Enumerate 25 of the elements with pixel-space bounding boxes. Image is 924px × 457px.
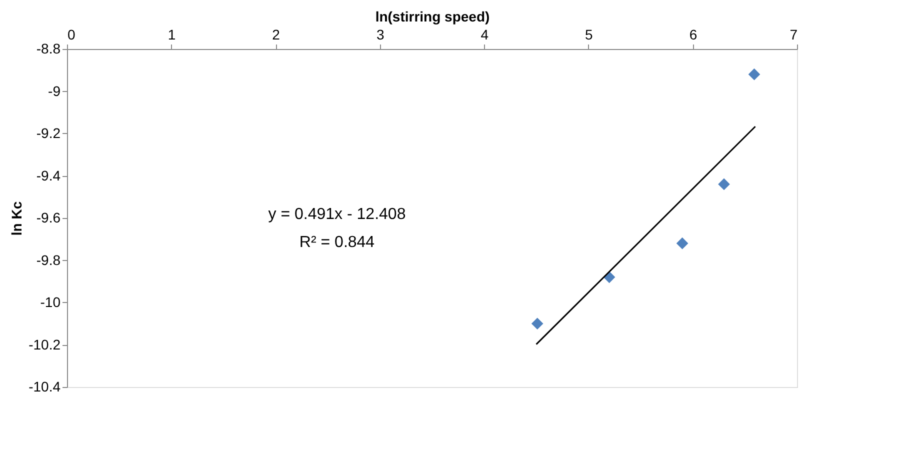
x-tick-label: 4	[480, 26, 489, 42]
y-tick-label: -8.8	[36, 40, 61, 56]
point	[718, 178, 730, 190]
y-tick-label: -9.6	[36, 210, 61, 226]
point	[748, 68, 760, 80]
y-tick-label: -9.2	[36, 125, 61, 141]
y-tick-label: -10	[40, 294, 61, 310]
y-tick-label: -10.4	[28, 378, 61, 394]
x-tick-label: 6	[689, 26, 698, 42]
annotation: y = 0.491x - 12.408	[268, 206, 406, 223]
y-tick-label: -10.2	[28, 336, 61, 352]
x-tick-label: 0	[68, 26, 76, 42]
point	[676, 237, 688, 250]
y-tick-label: -9	[48, 82, 61, 99]
y-axis-title: ln Kc	[8, 201, 25, 236]
x-tick-label: 3	[376, 26, 384, 42]
point	[531, 318, 544, 330]
y-tick-label: -9.4	[36, 167, 61, 184]
x-axis-title: ln(stirring speed)	[375, 8, 490, 24]
annotation: R² = 0.844	[299, 234, 375, 251]
x-tick-label: 5	[585, 26, 594, 42]
x-tick-label: 1	[168, 26, 176, 42]
y-tick-label: -9.8	[36, 252, 61, 268]
x-tick-label: 7	[790, 26, 798, 42]
x-tick-label: 2	[272, 26, 280, 42]
